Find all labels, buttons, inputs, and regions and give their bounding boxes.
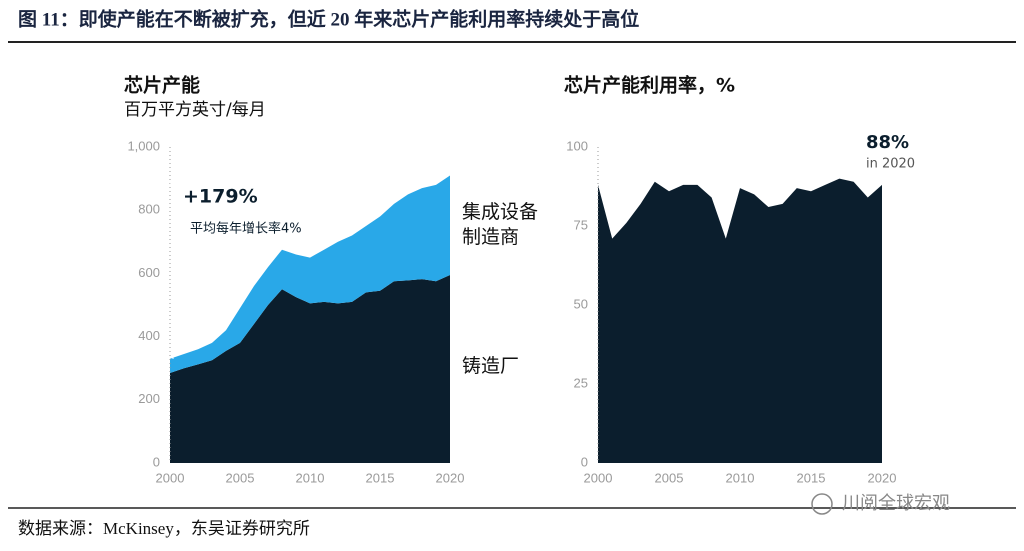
y-tick-label: 400 xyxy=(138,328,160,343)
y-tick-label: 25 xyxy=(574,375,588,390)
y-tick-label: 50 xyxy=(574,296,588,311)
series-name: 铸造厂 xyxy=(462,355,520,377)
x-tick-label: 2020 xyxy=(436,470,465,485)
area xyxy=(170,274,450,463)
chart-title: 芯片产能利用率，% xyxy=(564,74,735,97)
annotation: 88% xyxy=(866,132,909,153)
area xyxy=(598,178,882,463)
x-tick-label: 2005 xyxy=(226,470,255,485)
arrow-head xyxy=(169,178,177,186)
y-tick-label: 100 xyxy=(566,138,588,153)
annotation: in 2020 xyxy=(866,157,915,172)
y-tick-label: 0 xyxy=(581,454,588,469)
y-tick-label: 1,000 xyxy=(127,138,160,153)
watermark-icon xyxy=(811,493,833,515)
y-tick-label: 600 xyxy=(138,265,160,280)
annotation: 平均每年增长率4% xyxy=(190,221,302,237)
x-tick-label: 2015 xyxy=(366,470,395,485)
chart-subtitle: 百万平方英寸/每月 xyxy=(124,100,266,120)
x-tick-label: 2000 xyxy=(584,470,613,485)
annotation: +179% xyxy=(183,186,258,208)
series-name: 集成设备制造商 xyxy=(462,201,539,248)
y-tick-label: 800 xyxy=(138,202,160,217)
y-tick-label: 0 xyxy=(153,454,160,469)
page-title: 图 11：即使产能在不断被扩充，但近 20 年来芯片产能利用率持续处于高位 xyxy=(18,7,639,30)
legend-label: 铸造厂 xyxy=(462,355,520,377)
x-tick-label: 2010 xyxy=(296,470,325,485)
x-tick-label: 2020 xyxy=(868,470,897,485)
chart-title: 芯片产能 xyxy=(124,74,200,97)
legend-label: 集成设备制造商 xyxy=(462,201,539,248)
y-tick-label: 75 xyxy=(574,217,588,232)
x-tick-label: 2015 xyxy=(797,470,826,485)
watermark: 川阅全球宏观 xyxy=(842,493,950,514)
x-tick-label: 2010 xyxy=(726,470,755,485)
x-tick-label: 2005 xyxy=(655,470,684,485)
x-tick-label: 2000 xyxy=(156,470,185,485)
source: 数据来源：McKinsey，东吴证券研究所 xyxy=(18,519,310,538)
y-tick-label: 200 xyxy=(138,391,160,406)
area xyxy=(170,175,450,373)
